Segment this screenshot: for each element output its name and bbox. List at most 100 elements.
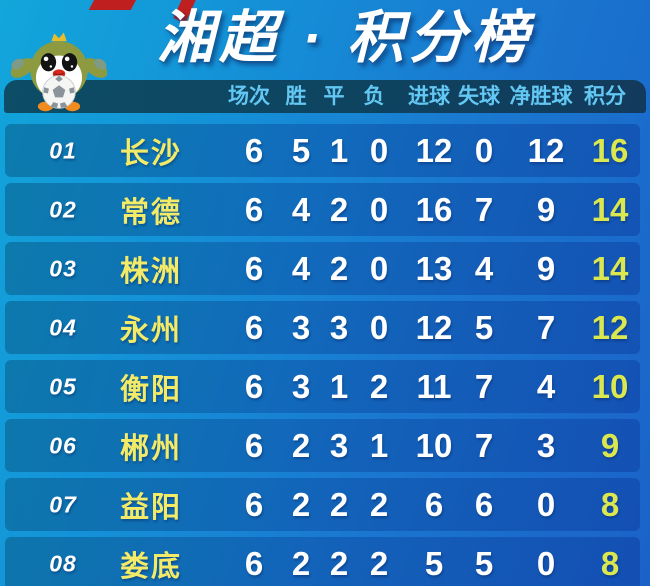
goals-against-value: 7 [474,190,494,228]
won-value: 3 [291,308,311,346]
column-header-points: 积分 [584,85,626,108]
table-header-band [4,80,646,113]
goals-for-value: 6 [424,485,444,523]
played-value: 6 [244,426,264,464]
bird-with-football-mascot-icon [11,32,107,112]
lost-value: 0 [369,308,389,346]
table-row: 01 长沙 6 5 1 0 12 0 12 16 [5,124,640,177]
drawn-value: 2 [329,485,349,523]
played-value: 6 [244,131,264,169]
standings-rows: 01 长沙 6 5 1 0 12 0 12 16 02 常德 6 4 2 0 1… [5,124,640,586]
goal-diff-value: 9 [536,190,556,228]
won-value: 2 [291,426,311,464]
team-name: 郴州 [119,432,183,465]
goal-diff-value: 12 [527,131,565,169]
table-row: 02 常德 6 4 2 0 16 7 9 14 [5,183,640,236]
goals-for-value: 5 [424,544,444,582]
column-header-goals-against: 失球 [458,85,500,108]
goals-for-value: 12 [415,308,453,346]
goals-against-value: 4 [474,249,494,287]
table-row: 08 娄底 6 2 2 2 5 5 0 8 [5,537,640,586]
drawn-value: 1 [329,131,349,169]
goals-against-value: 6 [474,485,494,523]
rank-label: 05 [49,373,77,399]
drawn-value: 2 [329,249,349,287]
table-row: 05 衡阳 6 3 1 2 11 7 4 10 [5,360,640,413]
team-name: 益阳 [119,491,183,524]
points-value: 16 [591,131,629,169]
goals-for-value: 12 [415,131,453,169]
won-value: 5 [291,131,311,169]
goal-diff-value: 3 [536,426,556,464]
points-value: 14 [591,249,629,287]
points-value: 12 [591,308,629,346]
column-header-drawn: 平 [323,85,345,108]
goals-against-value: 5 [474,544,494,582]
won-value: 3 [291,367,311,405]
won-value: 4 [291,249,311,287]
rank-label: 02 [49,196,77,222]
goals-for-value: 10 [415,426,453,464]
goals-against-value: 7 [474,367,494,405]
column-header-won: 胜 [285,85,307,108]
goals-against-value: 7 [474,426,494,464]
goal-diff-value: 0 [536,485,556,523]
drawn-value: 2 [329,544,349,582]
goal-diff-value: 4 [536,367,556,405]
table-row: 07 益阳 6 2 2 2 6 6 0 8 [5,478,640,531]
goals-for-value: 16 [415,190,453,228]
won-value: 4 [291,190,311,228]
lost-value: 1 [369,426,389,464]
played-value: 6 [244,367,264,405]
rank-label: 07 [49,491,77,517]
goals-against-value: 0 [474,131,494,169]
drawn-value: 3 [329,426,349,464]
team-name: 长沙 [119,137,183,170]
rank-label: 04 [49,314,77,340]
drawn-value: 3 [329,308,349,346]
played-value: 6 [244,308,264,346]
played-value: 6 [244,544,264,582]
rank-label: 08 [49,550,77,576]
team-name: 永州 [119,314,183,347]
goals-for-value: 11 [416,367,452,405]
team-name: 株洲 [119,255,183,288]
lost-value: 0 [369,190,389,228]
goal-diff-value: 9 [536,249,556,287]
table-row: 04 永州 6 3 3 0 12 5 7 12 [5,301,640,354]
lost-value: 0 [369,131,389,169]
goals-for-value: 13 [415,249,453,287]
table-row: 03 株洲 6 4 2 0 13 4 9 14 [5,242,640,295]
table-row: 06 郴州 6 2 3 1 10 7 3 9 [5,419,640,472]
played-value: 6 [244,190,264,228]
drawn-value: 1 [329,367,349,405]
column-header-goal-diff: 净胜球 [509,85,573,108]
team-name: 娄底 [119,550,183,583]
team-name: 常德 [119,196,183,229]
column-header-goals-for: 进球 [408,85,450,108]
lost-value: 2 [369,544,389,582]
lost-value: 2 [369,367,389,405]
rank-label: 03 [49,255,77,281]
lost-value: 2 [369,485,389,523]
points-value: 8 [600,544,620,582]
won-value: 2 [291,544,311,582]
rank-label: 06 [49,432,77,458]
column-header-played: 场次 [228,85,270,108]
points-value: 9 [600,426,620,464]
played-value: 6 [244,249,264,287]
goal-diff-value: 7 [536,308,556,346]
goals-against-value: 5 [474,308,494,346]
goal-diff-value: 0 [536,544,556,582]
drawn-value: 2 [329,190,349,228]
played-value: 6 [244,485,264,523]
column-header-lost: 负 [363,85,385,108]
rank-label: 01 [49,137,77,163]
points-value: 8 [600,485,620,523]
team-name: 衡阳 [119,373,183,406]
points-value: 10 [591,367,629,405]
points-value: 14 [591,190,629,228]
lost-value: 0 [369,249,389,287]
page-title: 湘超 · 积分榜 [157,6,533,70]
